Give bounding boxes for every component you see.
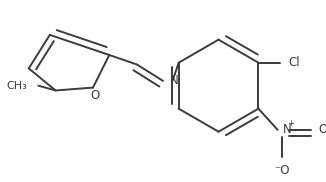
- Text: O: O: [90, 89, 99, 102]
- Text: Cl: Cl: [288, 56, 300, 69]
- Text: N: N: [282, 123, 291, 136]
- Text: N: N: [170, 74, 178, 87]
- Text: ⁻O: ⁻O: [274, 164, 290, 177]
- Text: CH₃: CH₃: [6, 81, 27, 91]
- Text: +: +: [288, 118, 294, 128]
- Text: O: O: [319, 123, 326, 136]
